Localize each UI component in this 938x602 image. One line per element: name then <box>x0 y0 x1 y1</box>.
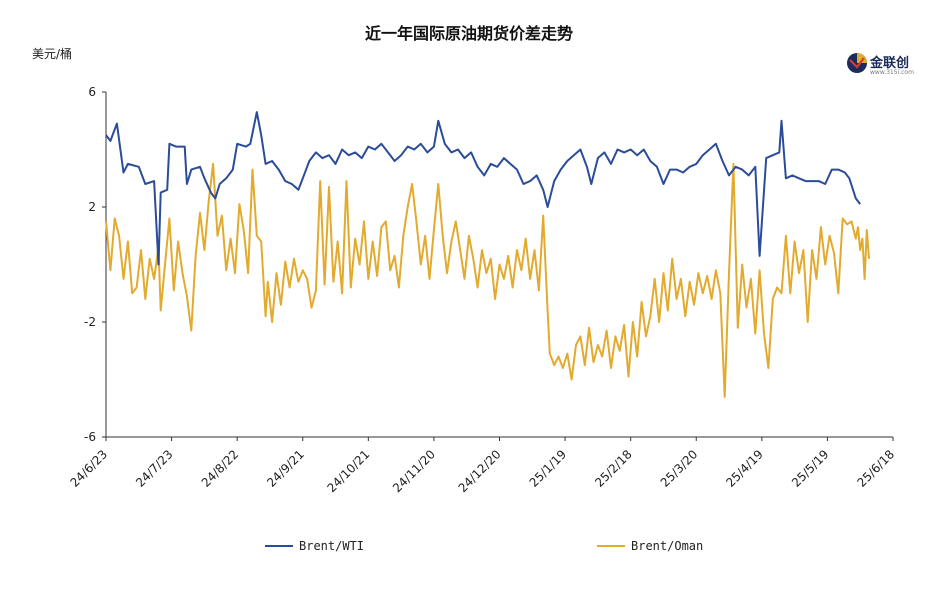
legend-label-wti: Brent/WTI <box>299 539 365 553</box>
series-line-brent-oman <box>105 162 870 398</box>
legend-item-wti: Brent/WTI <box>265 539 364 553</box>
y-tick-label: -2 <box>84 315 96 329</box>
series-line-brent-wti <box>105 111 861 266</box>
legend-swatch-wti <box>265 545 293 547</box>
chart-title: 近一年国际原油期货价差走势 <box>364 24 573 43</box>
brand-logo: 金联创 www.315i.com <box>846 50 916 80</box>
x-tick-label: 24/6/23 <box>68 447 111 490</box>
x-tick-label: 24/11/20 <box>390 447 438 495</box>
x-tick-label: 24/8/22 <box>199 447 242 490</box>
logo-mark-icon <box>847 53 867 73</box>
legend-swatch-oman <box>597 545 625 547</box>
y-axis-unit: 美元/桶 <box>32 47 73 61</box>
x-tick-label: 24/9/21 <box>264 447 307 490</box>
y-tick-label: 2 <box>88 200 96 214</box>
x-tick-label: 25/2/18 <box>592 447 635 490</box>
x-tick-label: 25/5/19 <box>789 447 832 490</box>
x-tick-label: 25/6/18 <box>855 447 898 490</box>
y-tick-label: 6 <box>88 85 96 99</box>
x-tick-label: 25/3/20 <box>658 447 701 490</box>
x-tick-label: 24/12/20 <box>456 447 504 495</box>
logo-text: 金联创 <box>870 56 910 71</box>
x-tick-label: 24/7/23 <box>133 447 176 490</box>
legend-item-oman: Brent/Oman <box>597 539 703 553</box>
logo-subtext: www.315i.com <box>870 69 914 76</box>
y-tick-label: -6 <box>84 430 96 444</box>
x-tick-label: 25/4/19 <box>723 447 766 490</box>
x-tick-label: 25/1/19 <box>527 447 570 490</box>
x-tick-label: 24/10/21 <box>324 447 372 495</box>
legend-label-oman: Brent/Oman <box>631 539 704 553</box>
